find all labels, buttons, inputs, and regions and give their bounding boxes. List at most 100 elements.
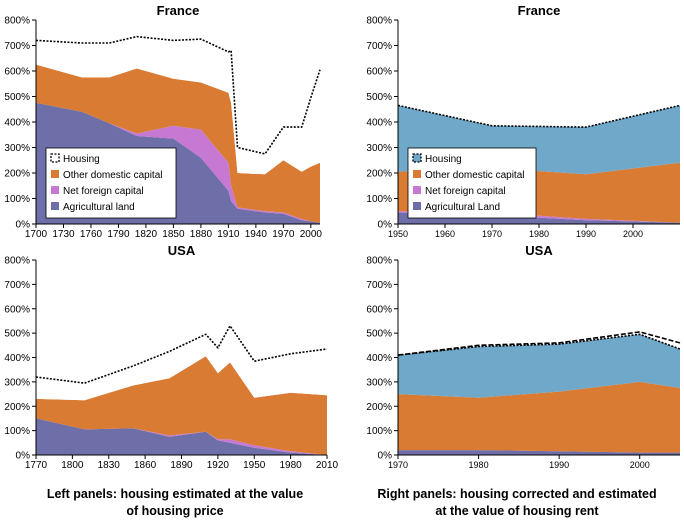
- area-other-domestic-capital: [36, 64, 320, 223]
- x-tick-label: 1980: [529, 229, 549, 239]
- y-tick-label: 500%: [4, 92, 30, 103]
- x-tick-label: 1910: [217, 229, 240, 240]
- x-tick-label: 1970: [482, 229, 502, 239]
- x-tick-label: 2000: [630, 460, 650, 470]
- legend-label: Housing: [425, 154, 462, 165]
- y-tick-label: 100%: [4, 426, 30, 437]
- y-tick-label: 400%: [366, 353, 392, 364]
- y-tick-label: 800%: [366, 256, 392, 267]
- area-net-foreign-capital: [36, 102, 320, 223]
- legend-swatch: [51, 170, 59, 178]
- housing-outline: [397, 333, 681, 356]
- legend-label: Housing: [63, 154, 100, 165]
- area-other-domestic-capital: [398, 381, 680, 453]
- area-net-foreign-capital: [36, 418, 327, 455]
- chart-title: USA: [168, 243, 196, 258]
- x-tick-label: 1760: [80, 229, 103, 240]
- y-tick-label: 200%: [4, 402, 30, 413]
- y-tick-label: 500%: [366, 92, 392, 103]
- x-tick-label: 1940: [245, 229, 268, 240]
- y-tick-label: 700%: [4, 280, 30, 291]
- y-tick-label: 100%: [4, 194, 30, 205]
- x-tick-label: 1700: [25, 229, 48, 240]
- panel-top-right: France 0% 100% 200% 300% 400% 500% 600% 700% 800%…: [366, 3, 681, 239]
- housing-outline: [35, 324, 328, 384]
- housing-outline: [397, 104, 681, 128]
- area-housing: [36, 325, 327, 401]
- x-tick-label: 1730: [52, 229, 75, 240]
- area-agricultural-land: [398, 450, 680, 455]
- y-tick-label: 600%: [366, 67, 392, 78]
- y-tick-label: 600%: [366, 304, 392, 315]
- x-tick-label: 1790: [107, 229, 130, 240]
- y-tick-label: 400%: [366, 118, 392, 129]
- y-tick-label: 700%: [366, 280, 392, 291]
- x-tick-label: 1950: [243, 460, 266, 471]
- upper-bound-line: [397, 331, 681, 356]
- panel-top-left: France 0% 100% 200% 300% 400% 500% 600% 700% 800%…: [4, 3, 322, 240]
- y-tick-label: 300%: [4, 377, 30, 388]
- x-tick-label: 2010: [316, 460, 339, 471]
- x-tick-label: 2000: [300, 229, 323, 240]
- caption-right-line1: Right panels: housing corrected and esti…: [377, 487, 657, 501]
- x-tick-label: 1800: [61, 460, 84, 471]
- y-tick-label: 0%: [378, 451, 393, 462]
- x-tick-label: 1820: [135, 229, 158, 240]
- y-tick-label: 600%: [4, 304, 30, 315]
- x-tick-label: 1970: [388, 460, 408, 470]
- legend-label: Agricultural land: [63, 202, 135, 213]
- legend-swatch: [50, 153, 60, 163]
- legend-swatch: [51, 202, 59, 210]
- y-tick-label: 200%: [366, 169, 392, 180]
- legend-label: Other domestic capital: [425, 170, 525, 181]
- y-tick-label: 200%: [4, 169, 30, 180]
- area-other-domestic-capital: [36, 356, 327, 455]
- x-tick-label: 1970: [272, 229, 295, 240]
- y-tick-label: 0%: [378, 220, 393, 231]
- y-tick-label: 700%: [366, 41, 392, 52]
- caption-left-line1: Left panels: housing estimated at the va…: [46, 487, 304, 501]
- x-tick-label: 1990: [549, 460, 569, 470]
- y-tick-label: 500%: [4, 329, 30, 340]
- x-tick-label: 1850: [162, 229, 185, 240]
- y-tick-label: 600%: [4, 67, 30, 78]
- legend-box: [45, 147, 177, 219]
- x-tick-label: 1950: [388, 229, 408, 239]
- x-tick-label: 1860: [134, 460, 157, 471]
- legend-label: Net foreign capital: [425, 186, 506, 197]
- y-tick-label: 0%: [16, 220, 31, 231]
- legend-label: Agricultural Land: [425, 202, 500, 213]
- y-tick-label: 300%: [4, 143, 30, 154]
- y-tick-label: 800%: [4, 256, 30, 267]
- chart-title: USA: [525, 243, 553, 258]
- y-tick-label: 300%: [366, 377, 392, 388]
- y-tick-label: 200%: [366, 402, 392, 413]
- legend-swatch: [413, 186, 421, 194]
- area-agricultural-land: [36, 418, 327, 455]
- y-tick-label: 800%: [366, 16, 392, 27]
- chart-title: France: [157, 3, 200, 18]
- x-tick-label: 1960: [435, 229, 455, 239]
- x-tick-label: 1880: [190, 229, 213, 240]
- panel-bottom-right: USA 0% 100% 200% 300% 400% 500% 600% 700% 800% 197…: [366, 243, 681, 470]
- y-tick-label: 700%: [4, 41, 30, 52]
- y-tick-label: 300%: [366, 143, 392, 154]
- legend-swatch: [413, 202, 421, 210]
- y-tick-label: 100%: [366, 194, 392, 205]
- legend-swatch: [413, 170, 421, 178]
- x-tick-label: 1890: [170, 460, 193, 471]
- legend-label: Other domestic capital: [63, 170, 163, 181]
- caption-left: Left panels: housing estimated at the va…: [30, 486, 320, 520]
- x-tick-label: 2000: [623, 229, 643, 239]
- legend-swatch: [412, 153, 422, 163]
- caption-right-line2: at the value of housing rent: [435, 504, 599, 518]
- legend-swatch: [51, 186, 59, 194]
- legend-label: Net foreign capital: [63, 186, 144, 197]
- x-tick-label: 1990: [576, 229, 596, 239]
- area-housing: [398, 334, 680, 398]
- chart-title: France: [518, 3, 561, 18]
- area-housing: [36, 36, 320, 175]
- x-tick-label: 1980: [280, 460, 303, 471]
- housing-outline: [35, 35, 321, 155]
